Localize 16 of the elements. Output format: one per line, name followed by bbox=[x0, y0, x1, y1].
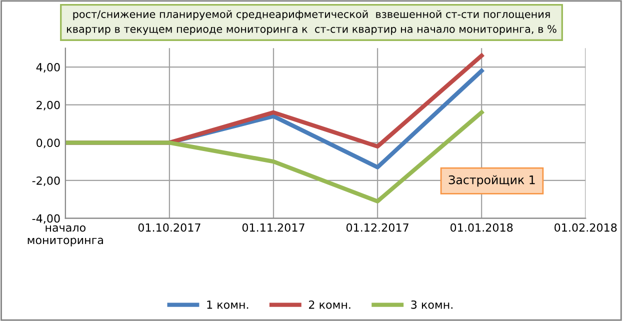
y-tick-label: 4,00 bbox=[36, 63, 60, 73]
x-tick-label: 01.10.2017 bbox=[138, 223, 200, 232]
chart-title: рост/снижение планируемой среднеарифметической взвешенной ст-сти поглощения квартир в текущем периоде мониторинга к ст-сти квартир на начало мониторинга, в % bbox=[67, 10, 556, 35]
x-tick-label: 01.12.2017 bbox=[346, 223, 408, 232]
x-tick-label: 01.02.2018 bbox=[554, 223, 617, 232]
x-tick-label: начало мониторинга bbox=[28, 225, 103, 246]
x-tick-label: 01.11.2017 bbox=[242, 223, 304, 232]
y-tick-label: 0,00 bbox=[36, 138, 60, 148]
y-tick-label: -4,00 bbox=[32, 214, 60, 224]
annotation: Застройщик 1 bbox=[448, 175, 535, 187]
y-tick-label: -2,00 bbox=[32, 176, 60, 186]
y-tick-label: 2,00 bbox=[36, 100, 60, 110]
legend-label: 3 комн. bbox=[411, 300, 452, 309]
legend-label: 1 комн. bbox=[207, 300, 248, 309]
legend-label: 2 комн. bbox=[309, 300, 350, 309]
x-tick-label: 01.01.2018 bbox=[450, 223, 513, 232]
